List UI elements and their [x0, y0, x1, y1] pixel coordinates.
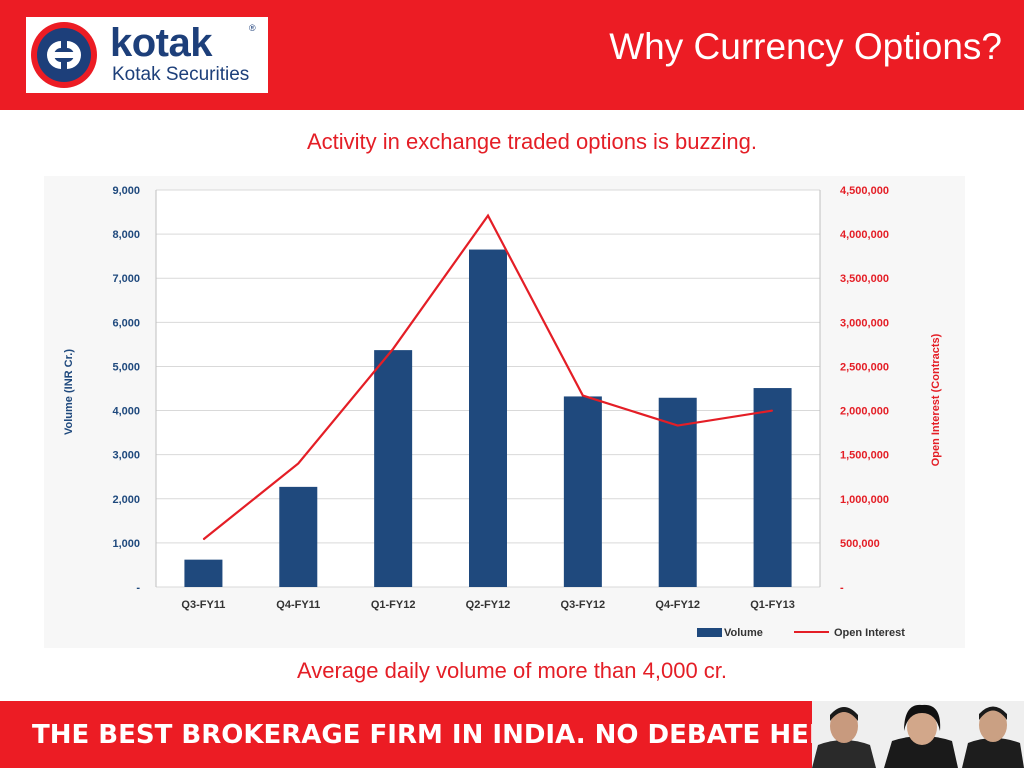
y-tick-label: 8,000	[112, 229, 140, 241]
legend-volume-swatch	[697, 628, 722, 637]
people-photo-icon	[812, 701, 1024, 768]
bar-volume-q3-fy11	[184, 559, 223, 587]
y-tick-label: 1,000	[112, 538, 140, 550]
bar-volume-q4-fy12	[658, 397, 697, 587]
y-tick-label: 5,000	[112, 361, 140, 373]
volume-open-interest-chart: - 1,000 2,000 3,000 4,000 5,000 6,000 7,000 8,00…	[44, 176, 965, 648]
y2-tick-label: 1,000,000	[840, 494, 889, 506]
y2-axis-label: Open Interest (Contracts)	[930, 333, 942, 466]
y2-tick-label: 3,500,000	[840, 273, 889, 285]
logo-subtitle: Kotak Securities	[112, 64, 250, 85]
point-open-interest-q1-fy13	[772, 410, 774, 412]
header-bar: kotak ® Kotak Securities Why Currency Op…	[0, 0, 1024, 110]
bar-volume-q2-fy12	[469, 249, 507, 588]
y-tick-label: 6,000	[112, 317, 140, 329]
y-tick-label: -	[136, 582, 140, 594]
bar-volume-q4-fy11	[279, 486, 318, 587]
y-tick-label: 4,000	[112, 406, 140, 418]
point-open-interest-q4-fy11	[297, 462, 299, 464]
x-tick-label: Q3-FY12	[561, 599, 606, 611]
y-axis-label: Volume (INR Cr.)	[63, 349, 75, 435]
x-tick-label: Q4-FY11	[276, 599, 320, 611]
legend-open-interest-label: Open Interest	[834, 627, 905, 639]
x-tick-label: Q1-FY13	[750, 599, 795, 611]
kotak-emblem-icon	[31, 22, 97, 88]
footer-tagline: THE BEST BROKERAGE FIRM IN INDIA. NO DEB…	[32, 720, 857, 750]
y-tick-label: 7,000	[112, 273, 140, 285]
point-open-interest-q1-fy12	[392, 348, 394, 350]
bar-volume-q3-fy12	[563, 396, 602, 587]
bar-volume-q1-fy12	[374, 350, 413, 587]
y2-tick-label: -	[840, 582, 844, 594]
kotak-logo[interactable]: kotak ® Kotak Securities	[26, 17, 268, 93]
point-open-interest-q3-fy11	[202, 538, 204, 540]
x-tick-label: Q4-FY12	[655, 599, 700, 611]
x-tick-label: Q3-FY11	[181, 599, 225, 611]
x-tick-label: Q2-FY12	[466, 599, 511, 611]
chart-legend: Volume Open Interest	[697, 627, 905, 639]
slide-title: Why Currency Options?	[609, 26, 1002, 67]
spokespeople-photo	[812, 701, 1024, 768]
y2-tick-label: 500,000	[840, 538, 880, 550]
y2-tick-label: 4,000,000	[840, 229, 889, 241]
y2-tick-label: 1,500,000	[840, 450, 889, 462]
y2-tick-label: 3,000,000	[840, 317, 889, 329]
y2-tick-label: 4,500,000	[840, 185, 889, 197]
legend-volume-label: Volume	[724, 627, 763, 639]
registered-mark: ®	[249, 23, 256, 33]
bar-volume-q1-fy13	[753, 388, 792, 587]
slide-subtitle: Activity in exchange traded options is b…	[306, 129, 758, 154]
point-open-interest-q4-fy12	[677, 425, 679, 427]
logo-wordmark: kotak	[110, 21, 213, 65]
x-tick-label: Q1-FY12	[371, 599, 416, 611]
y2-tick-label: 2,000,000	[840, 406, 889, 418]
point-open-interest-q2-fy12	[487, 215, 489, 217]
y-tick-label: 3,000	[112, 450, 140, 462]
slide-footnote: Average daily volume of more than 4,000 …	[296, 658, 728, 683]
footer-bar: THE BEST BROKERAGE FIRM IN INDIA. NO DEB…	[0, 701, 1024, 768]
y-tick-label: 9,000	[112, 185, 140, 197]
y-tick-label: 2,000	[112, 494, 140, 506]
y2-tick-label: 2,500,000	[840, 361, 889, 373]
point-open-interest-q3-fy12	[582, 395, 584, 397]
